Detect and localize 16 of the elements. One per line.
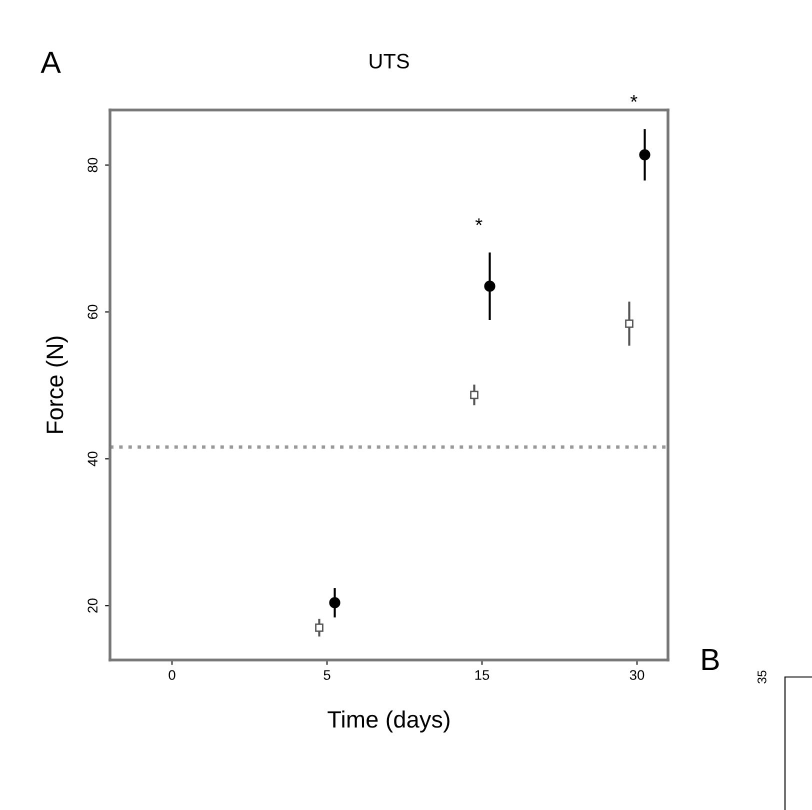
x-tick-label: 15: [475, 670, 490, 680]
y-tick-label: 80: [88, 158, 98, 172]
x-tick-label: 30: [630, 670, 644, 680]
x-tick-label: 5: [324, 670, 330, 680]
annotation: *: [475, 218, 482, 226]
y-tick-label: 60: [88, 304, 98, 319]
x-axis-title: Time (days): [328, 710, 450, 732]
chart-title: UTS: [370, 54, 409, 69]
text: *: [630, 95, 638, 102]
text: 35: [758, 670, 766, 684]
y-tick-label: 20: [88, 598, 98, 613]
y-axis-title: Force (N): [46, 336, 68, 433]
text: B: [702, 648, 719, 670]
text: A: [40, 52, 61, 73]
x-tick-label: 0: [168, 670, 176, 680]
y-tick-label: 40: [88, 452, 98, 466]
